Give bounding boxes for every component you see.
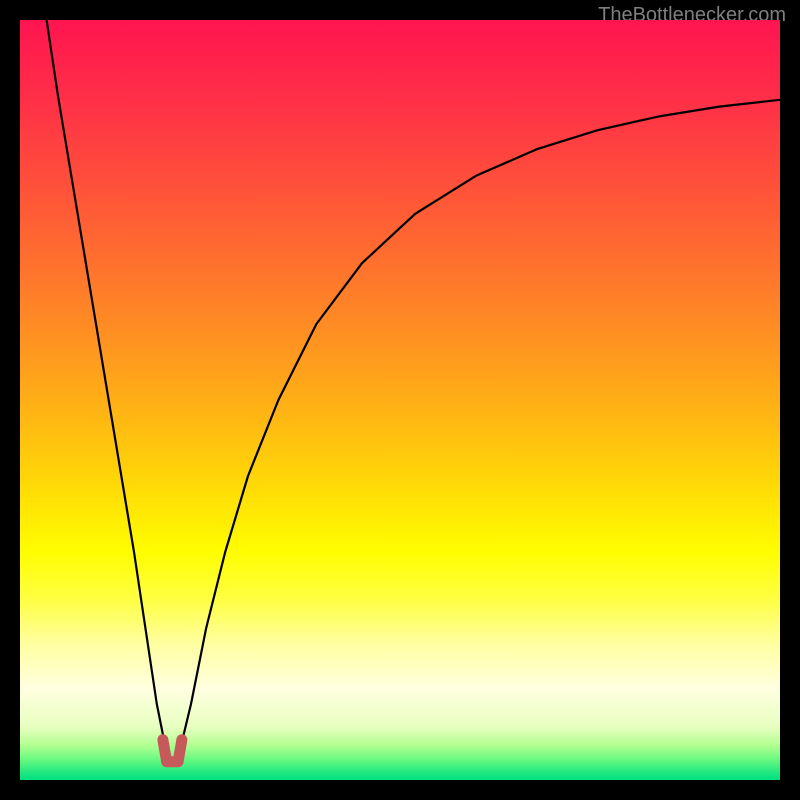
bottleneck-chart <box>20 20 780 780</box>
chart-frame: TheBottlenecker.com <box>0 0 800 800</box>
gradient-background <box>20 20 780 780</box>
